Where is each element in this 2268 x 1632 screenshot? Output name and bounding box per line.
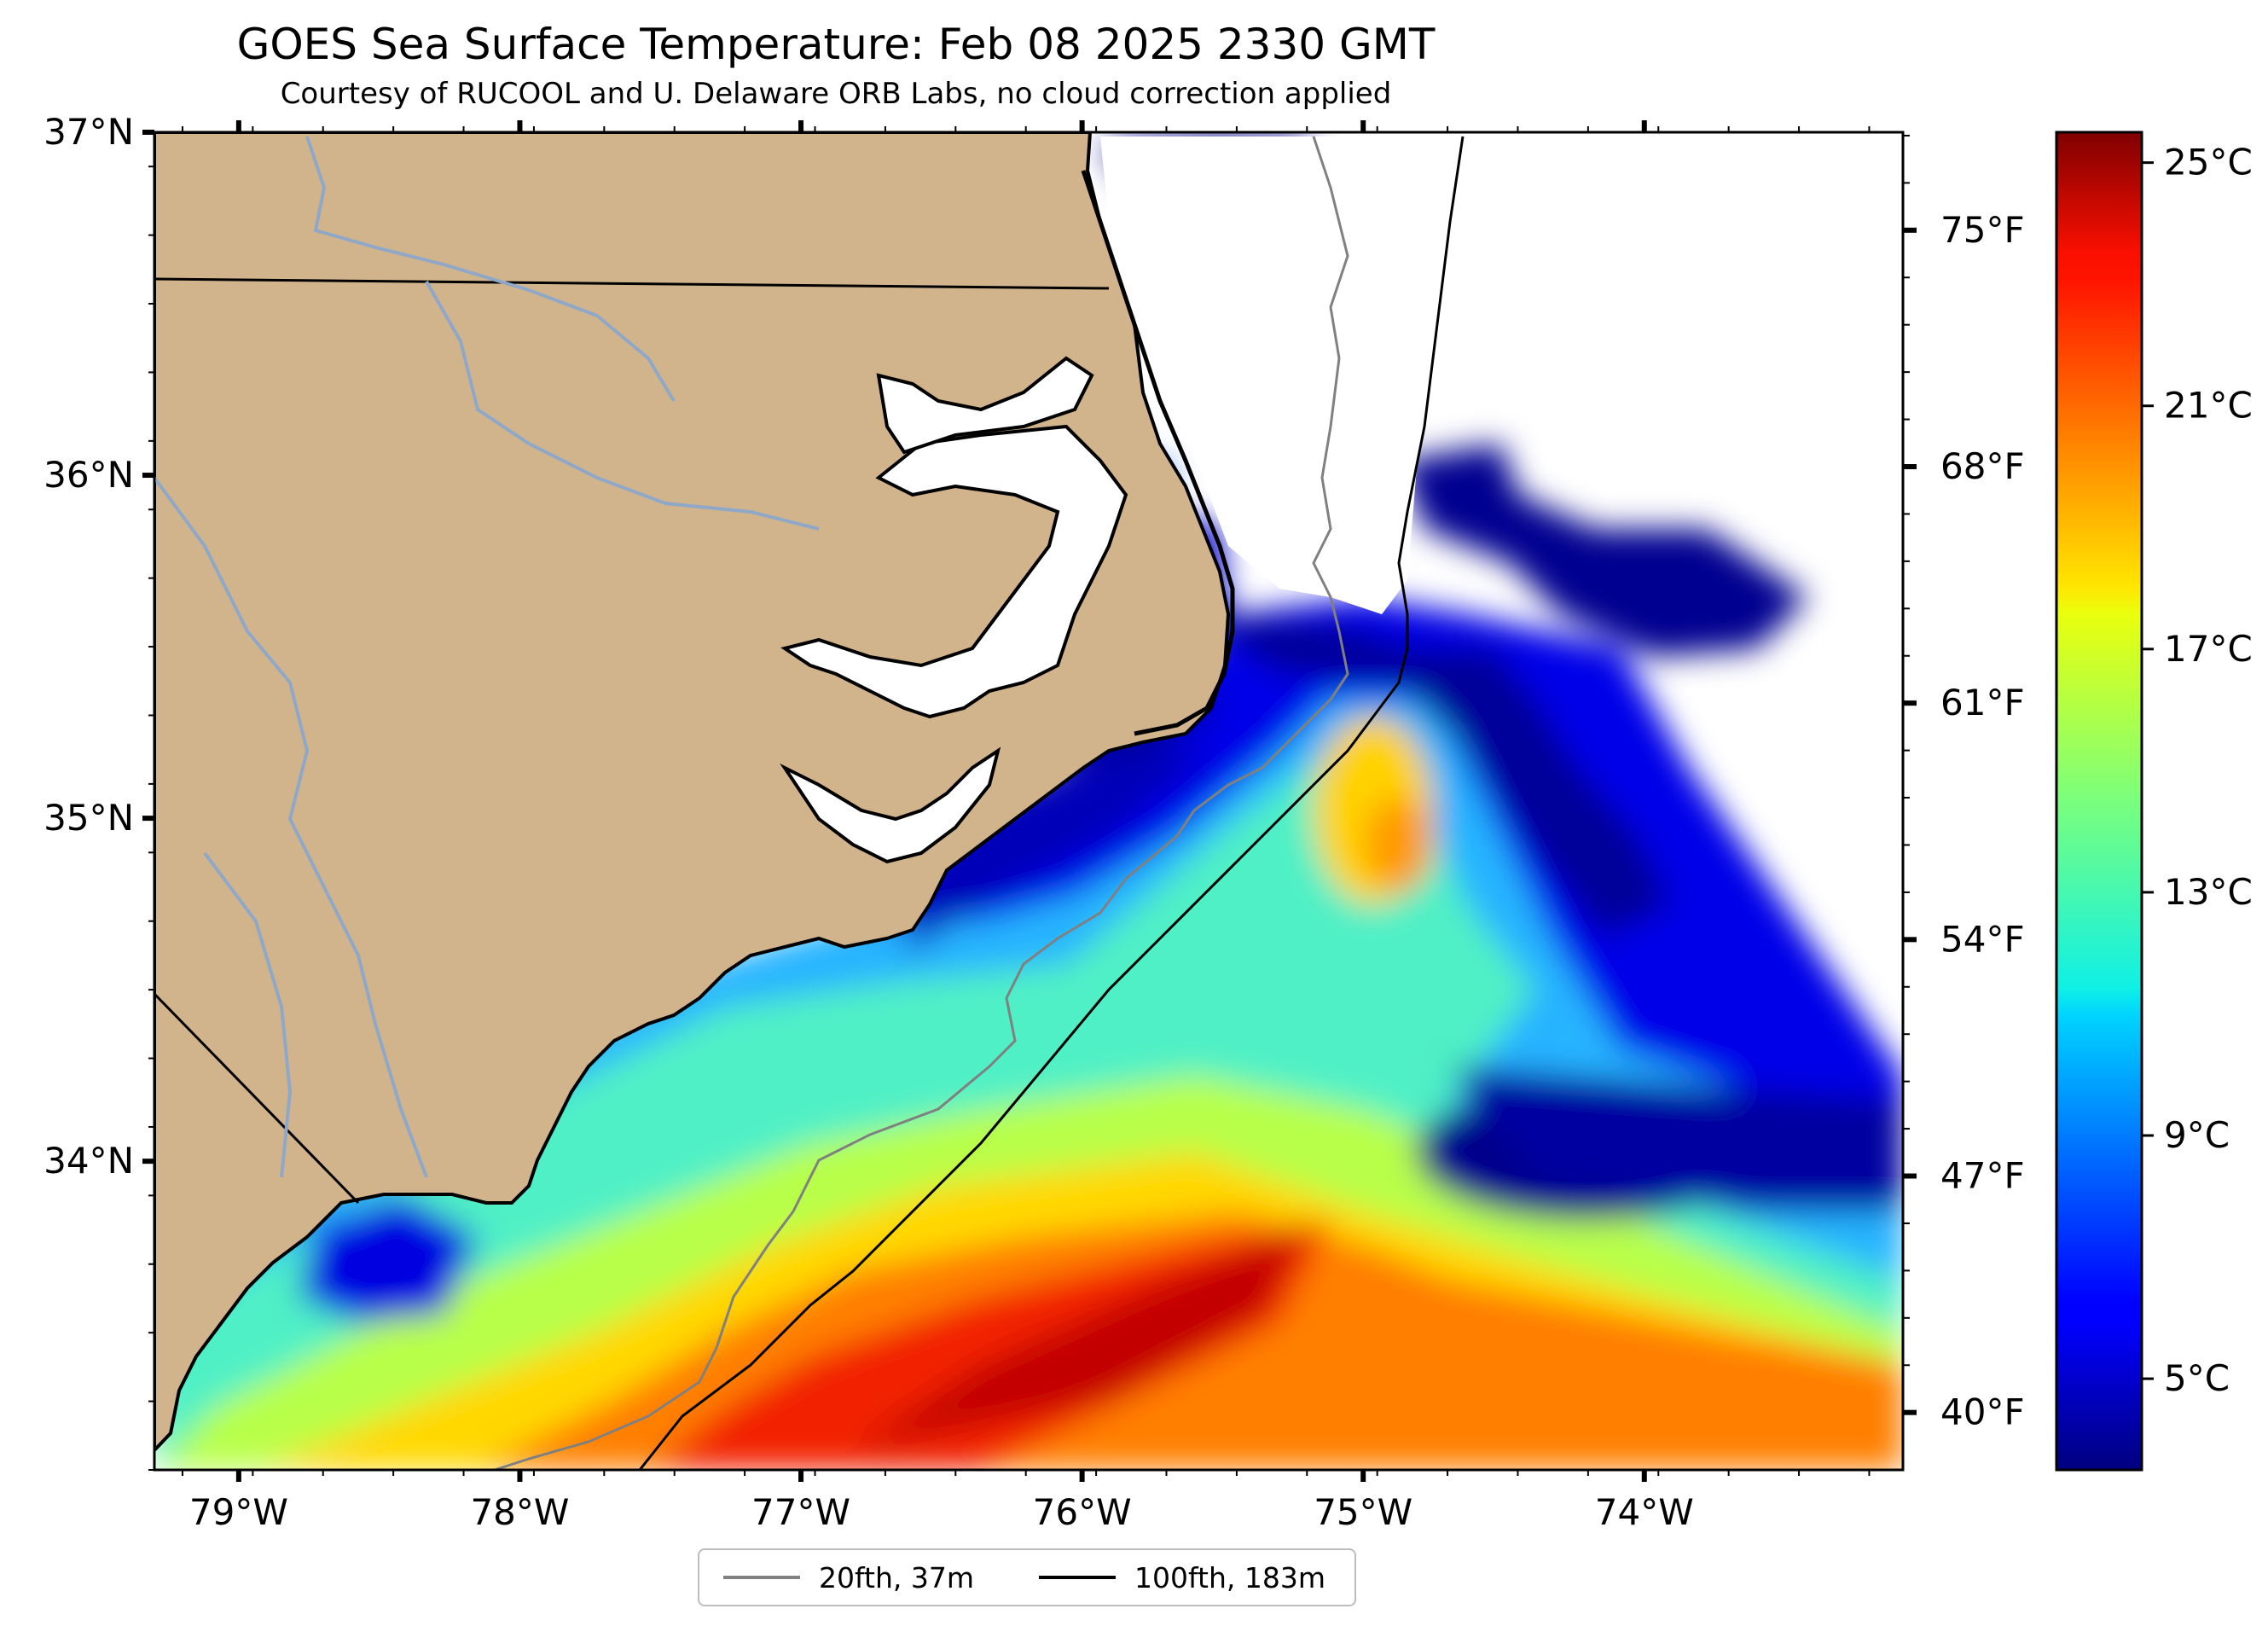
legend-swatch-100fth	[1039, 1576, 1116, 1579]
isobath-20fth	[494, 136, 1349, 1470]
fahrenheit-label: 40°F	[1940, 1391, 2025, 1433]
pamlico-sound	[780, 424, 1128, 719]
colorbar-label: 25°C	[2164, 142, 2253, 183]
legend-label-100fth: 100fth, 183m	[1134, 1560, 1325, 1594]
core-sound	[780, 746, 1001, 864]
map-frame	[153, 131, 1905, 1472]
lat-label: 36°N	[44, 454, 134, 496]
lon-label: 74°W	[1595, 1491, 1694, 1533]
fahrenheit-label: 47°F	[1940, 1155, 2025, 1197]
rivers	[154, 136, 820, 1178]
legend-item-20fth: 20fth, 37m	[723, 1550, 974, 1605]
fahrenheit-label: 75°F	[1940, 209, 2025, 251]
isobath-legend: 20fth, 37m 100fth, 183m	[698, 1548, 1356, 1606]
colorbar-ticks: 25°C 21°C 17°C 13°C 9°C 5°C	[2142, 142, 2253, 1399]
outer-banks	[1081, 170, 1235, 736]
colorbar	[2055, 131, 2143, 1472]
lon-label: 79°W	[189, 1491, 288, 1533]
colorbar-label: 13°C	[2164, 871, 2253, 913]
fahrenheit-label: 68°F	[1940, 445, 2025, 487]
colorbar-label: 9°C	[2164, 1114, 2230, 1156]
colorbar-label: 21°C	[2164, 385, 2253, 427]
map-area	[154, 132, 1903, 1470]
fahrenheit-label: 54°F	[1940, 918, 2025, 960]
lon-label: 76°W	[1033, 1491, 1132, 1533]
albemarle-sound	[876, 356, 1094, 455]
legend-label-20fth: 20fth, 37m	[819, 1560, 974, 1594]
lat-label: 37°N	[44, 111, 134, 153]
sst-field	[154, 136, 1903, 1470]
lon-label: 78°W	[470, 1491, 569, 1533]
legend-item-100fth: 100fth, 183m	[1039, 1550, 1325, 1605]
lat-label: 34°N	[44, 1140, 134, 1182]
state-border-va-nc	[154, 277, 1110, 290]
map-title: GOES Sea Surface Temperature: Feb 08 202…	[236, 20, 1436, 69]
state-border-nc-sc	[154, 992, 360, 1205]
isobath-100fth	[638, 136, 1465, 1470]
legend-swatch-20fth	[723, 1576, 800, 1579]
map-axes: 37°N 36°N 35°N 34°N 79°W 78°W 77°W 76°W 75°W 74°W…	[44, 111, 2024, 1533]
colorbar-label: 5°C	[2164, 1357, 2230, 1399]
colorbar-label: 17°C	[2164, 628, 2253, 670]
fahrenheit-label: 61°F	[1940, 682, 2025, 723]
map-subtitle: Courtesy of RUCOOL and U. Delaware ORB L…	[280, 77, 1392, 111]
lat-label: 35°N	[44, 797, 134, 839]
lon-label: 77°W	[751, 1491, 850, 1533]
lon-label: 75°W	[1314, 1491, 1412, 1533]
